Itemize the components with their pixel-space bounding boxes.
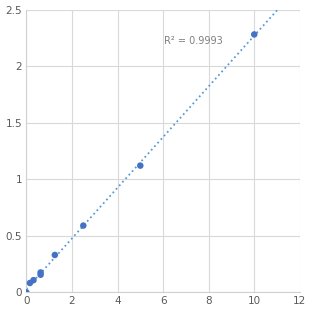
Point	[81, 223, 86, 228]
Point	[52, 252, 57, 257]
Point	[24, 290, 29, 295]
Point	[27, 280, 32, 285]
Point	[38, 272, 43, 277]
Point	[31, 278, 36, 283]
Point	[138, 163, 143, 168]
Point	[252, 32, 257, 37]
Text: R² = 0.9993: R² = 0.9993	[164, 36, 223, 46]
Point	[38, 270, 43, 275]
